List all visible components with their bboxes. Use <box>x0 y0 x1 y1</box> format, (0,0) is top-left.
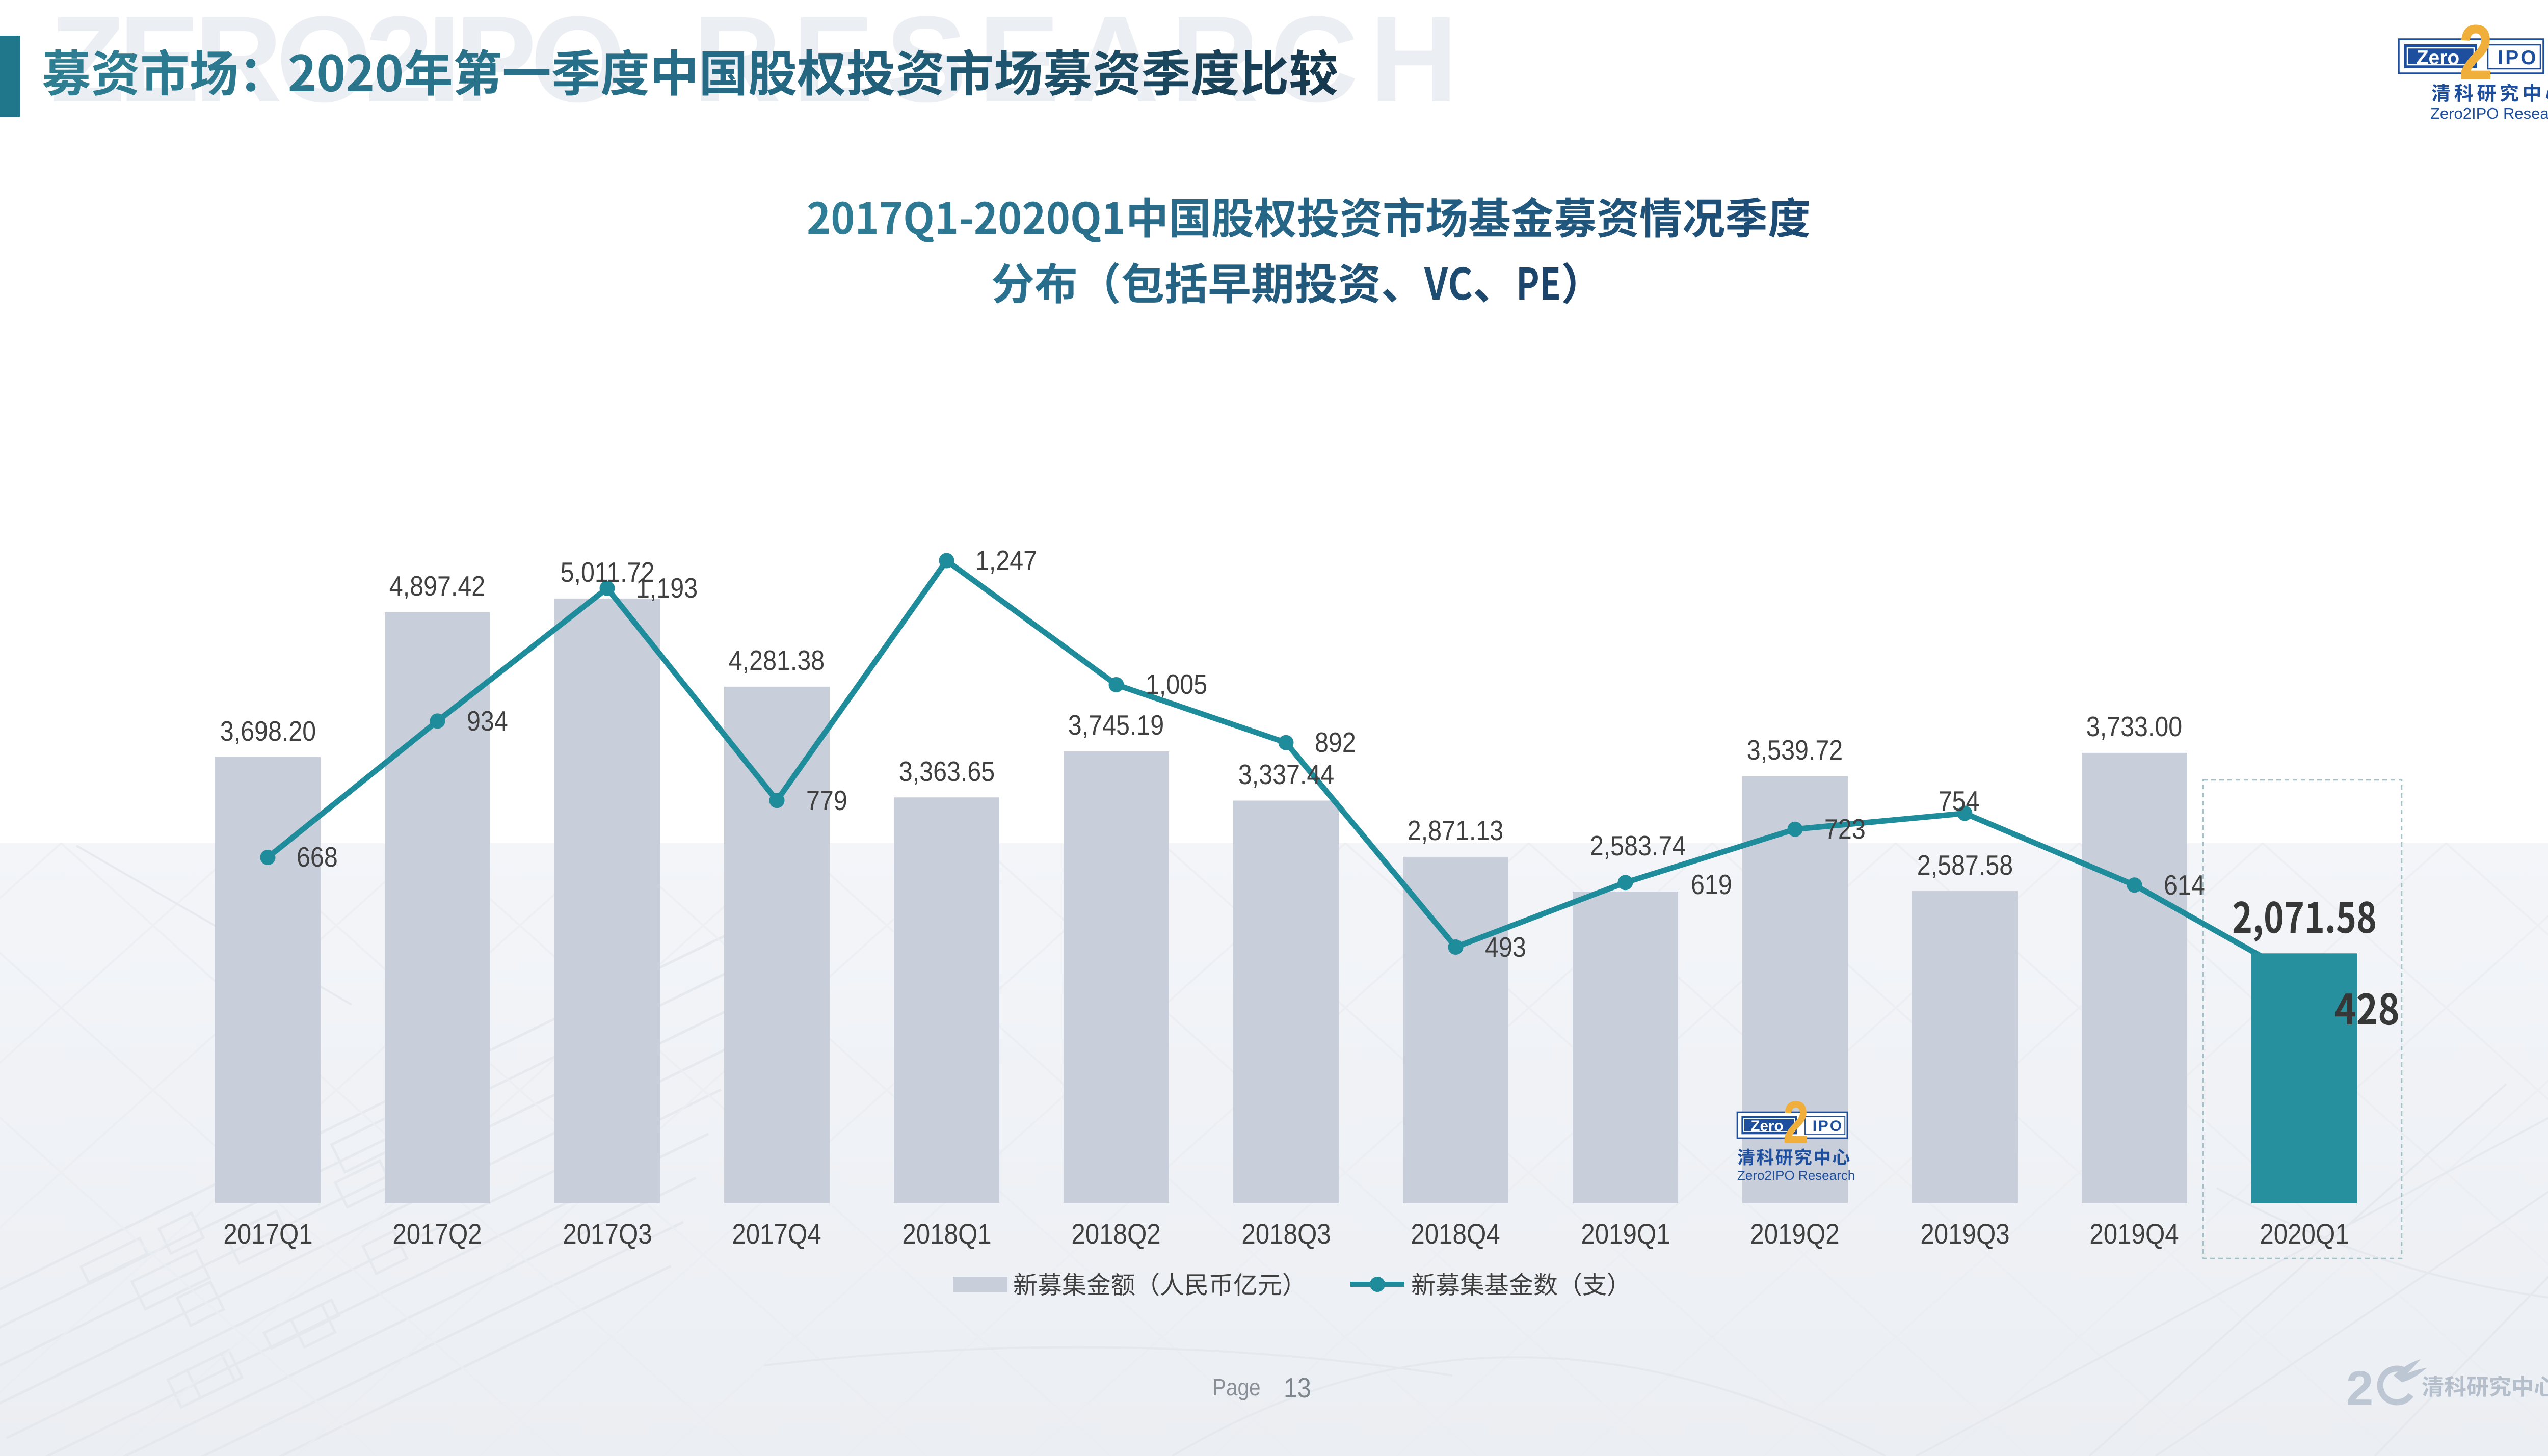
svg-text:IPO: IPO <box>1813 1118 1843 1135</box>
svg-text:2: 2 <box>2346 1361 2373 1416</box>
svg-text:Zero2IPO Research: Zero2IPO Research <box>1737 1168 1855 1183</box>
svg-text:2: 2 <box>1783 1089 1809 1155</box>
svg-text:2: 2 <box>2459 9 2493 97</box>
svg-text:Zero: Zero <box>2417 47 2460 69</box>
svg-text:Zero2IPO Research: Zero2IPO Research <box>2430 104 2548 122</box>
svg-text:Zero: Zero <box>1750 1118 1783 1135</box>
svg-text:IPO: IPO <box>2498 47 2538 69</box>
